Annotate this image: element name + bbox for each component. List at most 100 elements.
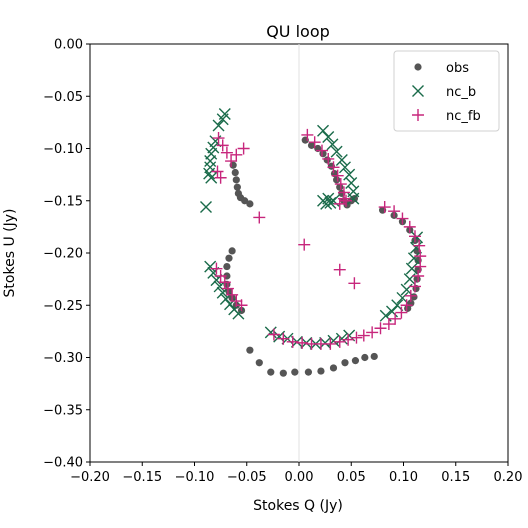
nc-b-point <box>335 154 348 166</box>
legend-marker-nc-b <box>412 85 424 97</box>
legend-label: nc_b <box>446 85 476 100</box>
nc-fb-point <box>403 220 416 233</box>
legend-marker-obs <box>414 63 422 71</box>
nc-fb-point <box>348 277 361 290</box>
nc-fb-point <box>214 269 227 282</box>
y-tick-label: −0.15 <box>43 194 83 209</box>
nc-fb-point <box>216 139 229 152</box>
legend-label: nc_fb <box>446 109 481 124</box>
nc-fb-point <box>237 142 250 155</box>
obs-point <box>291 368 299 376</box>
nc-fb-point <box>214 171 227 184</box>
nc-b-point <box>405 262 418 275</box>
nc-b-point <box>347 192 360 205</box>
nc-b-point <box>204 260 217 273</box>
nc-b-point <box>207 141 220 154</box>
nc-fb-point <box>396 212 409 225</box>
obs-point <box>323 156 331 164</box>
nc-fb-point <box>366 326 379 339</box>
nc-fb-point <box>413 239 426 252</box>
nc-b-point <box>407 252 420 265</box>
nc-fb-point <box>340 194 353 207</box>
nc-fb-point <box>414 260 427 273</box>
x-tick-label: −0.05 <box>227 470 267 485</box>
nc-b-point <box>200 201 212 214</box>
y-tick-label: −0.40 <box>43 456 83 471</box>
nc-fb-point <box>388 205 401 218</box>
nc-fb-point <box>378 201 391 214</box>
nc-fb-point <box>298 238 311 251</box>
obs-point <box>304 368 313 376</box>
obs-point <box>370 352 378 361</box>
nc-fb-point <box>337 192 350 205</box>
obs-point <box>246 346 254 354</box>
nc-fb-point <box>414 250 427 263</box>
legend-marker-nc-fb <box>412 109 424 121</box>
x-tick-label: 0.00 <box>285 470 314 485</box>
legend-box <box>393 50 500 132</box>
nc-fb-point <box>374 322 387 335</box>
y-tick-label: −0.30 <box>43 351 83 366</box>
y-tick-label: 0.00 <box>54 38 83 53</box>
y-tick-label: −0.20 <box>43 247 83 262</box>
nc-fb-point <box>324 337 337 350</box>
y-tick-label: −0.10 <box>43 142 83 157</box>
obs-point <box>351 357 360 365</box>
nc-fb-point <box>286 335 299 348</box>
y-tick-label: −0.05 <box>43 90 83 105</box>
nc-fb-point <box>230 148 243 161</box>
obs-point <box>225 254 233 262</box>
nc-b-point <box>345 176 358 189</box>
nc-fb-point <box>395 306 408 319</box>
obs-point <box>279 369 287 377</box>
nc-fb-point <box>218 276 231 289</box>
nc-fb-point <box>334 178 347 191</box>
nc-fb-point <box>389 312 402 325</box>
x-tick-label: −0.10 <box>175 470 215 485</box>
nc-b-point <box>338 161 351 174</box>
nc-fb-point <box>235 299 248 312</box>
obs-point <box>233 183 241 191</box>
obs-point <box>255 359 263 367</box>
nc-fb-point <box>333 263 346 276</box>
obs-point <box>329 364 338 372</box>
nc-fb-point <box>308 136 321 149</box>
nc-b-point <box>204 155 217 168</box>
nc-fb-point <box>331 169 344 182</box>
nc-b-point <box>343 168 356 181</box>
nc-fb-point <box>408 280 421 293</box>
nc-fb-point <box>333 335 346 348</box>
x-tick-label: 0.15 <box>441 470 470 485</box>
x-tick-label: −0.20 <box>70 470 110 485</box>
axis-ticks: −0.20 −0.15 −0.10 −0.05 0.00 0.05 0.10 0.15 0.20… <box>43 38 522 486</box>
legend-item-obs: obs <box>414 61 469 76</box>
nc-fb-point <box>210 262 223 275</box>
nc-b-point <box>330 145 343 158</box>
obs-point <box>333 176 341 184</box>
series-nc-fb <box>210 128 427 350</box>
obs-point <box>241 197 249 205</box>
nc-b-point <box>326 138 339 151</box>
obs-point <box>307 141 316 149</box>
nc-b-point <box>205 147 218 160</box>
obs-point <box>410 293 418 301</box>
x-tick-label: 0.05 <box>337 470 366 485</box>
nc-fb-point <box>212 132 225 145</box>
nc-fb-point <box>342 333 355 346</box>
obs-point <box>231 168 239 177</box>
chart-title: QU loop <box>266 22 330 41</box>
x-tick-label: 0.10 <box>389 470 418 485</box>
nc-b-point <box>205 171 218 184</box>
nc-fb-point <box>404 289 417 302</box>
nc-fb-point <box>221 282 234 295</box>
y-axis-label: Stokes U (Jy) <box>2 209 18 298</box>
y-tick-label: −0.25 <box>43 299 83 314</box>
nc-fb-point <box>277 332 290 345</box>
obs-point <box>404 304 412 312</box>
nc-fb-point <box>301 128 314 141</box>
nc-fb-point <box>408 230 421 243</box>
legend-item-nc-fb: nc_fb <box>412 109 481 124</box>
nc-fb-point <box>322 152 335 165</box>
nc-b-point <box>322 131 335 143</box>
nc-fb-point <box>226 288 239 301</box>
